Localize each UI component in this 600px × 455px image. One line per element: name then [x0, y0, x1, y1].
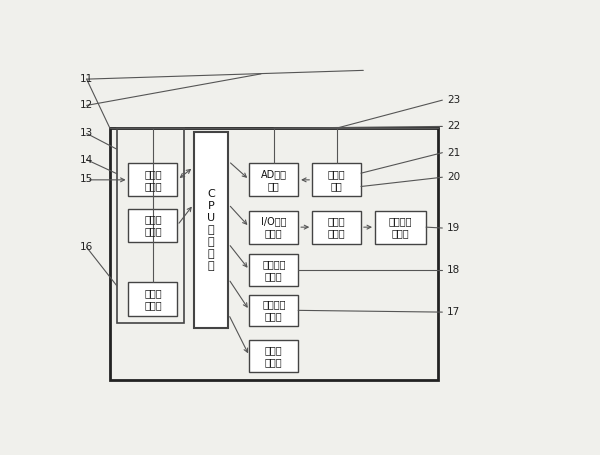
- Text: 17: 17: [447, 307, 460, 317]
- Text: I/O口驱
动电路: I/O口驱 动电路: [261, 216, 287, 238]
- Text: 20: 20: [447, 172, 460, 182]
- Bar: [128, 282, 178, 316]
- Text: 11: 11: [80, 74, 93, 84]
- Bar: [194, 131, 229, 328]
- Text: 19: 19: [447, 223, 460, 233]
- Text: 光耦隔
离电路: 光耦隔 离电路: [328, 216, 346, 238]
- Text: 蜂鸣器电
路模块: 蜂鸣器电 路模块: [262, 299, 286, 321]
- Bar: [312, 211, 361, 244]
- Text: 12: 12: [80, 101, 93, 111]
- Text: 指示灯电
路模块: 指示灯电 路模块: [262, 259, 286, 281]
- Text: 液晶显
示电路: 液晶显 示电路: [265, 345, 283, 367]
- Text: AD转换
模块: AD转换 模块: [261, 169, 287, 191]
- Text: 15: 15: [80, 174, 93, 184]
- Bar: [250, 340, 298, 372]
- Text: 按键电
路模块: 按键电 路模块: [144, 214, 162, 237]
- Text: 电流传
感器: 电流传 感器: [328, 169, 346, 191]
- Bar: [110, 128, 438, 380]
- Text: 22: 22: [447, 121, 460, 131]
- Bar: [128, 209, 178, 242]
- Text: 21: 21: [447, 148, 460, 158]
- Bar: [117, 128, 184, 323]
- Text: 14: 14: [80, 155, 93, 165]
- Bar: [250, 211, 298, 244]
- Text: 电磁阀驱
动电路: 电磁阀驱 动电路: [389, 216, 412, 238]
- Text: 电源电
路模块: 电源电 路模块: [144, 288, 162, 310]
- Text: 18: 18: [447, 265, 460, 275]
- Text: 13: 13: [80, 128, 93, 138]
- Bar: [250, 294, 298, 326]
- Bar: [375, 211, 426, 244]
- Bar: [250, 254, 298, 286]
- Bar: [250, 163, 298, 197]
- Text: 16: 16: [80, 243, 93, 252]
- Text: C
P
U
最
小
系
统: C P U 最 小 系 统: [207, 189, 215, 271]
- Bar: [312, 163, 361, 197]
- Text: 23: 23: [447, 95, 460, 105]
- Text: 通讯电
路模块: 通讯电 路模块: [144, 169, 162, 191]
- Bar: [128, 163, 178, 197]
